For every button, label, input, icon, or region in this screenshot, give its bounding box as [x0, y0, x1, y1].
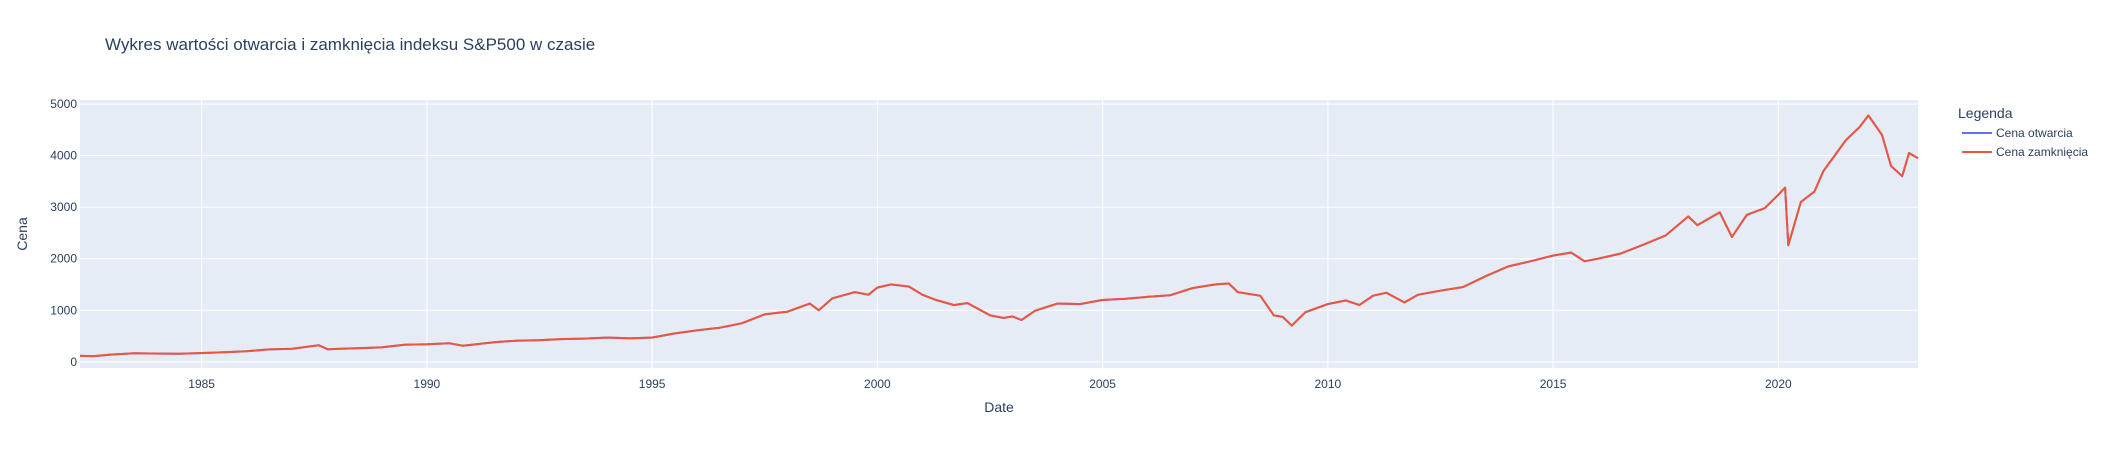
- plot-background: [80, 100, 1918, 368]
- series-line-close[interactable]: [79, 114, 1919, 358]
- x-tick-label: 1990: [414, 377, 441, 391]
- chart-title: Wykres wartości otwarcia i zamknięcia in…: [105, 35, 595, 54]
- y-tick-label: 3000: [50, 200, 77, 214]
- y-tick-label: 4000: [50, 149, 77, 163]
- y-tick-label: 0: [70, 355, 77, 369]
- x-axis-title: Date: [984, 399, 1014, 415]
- x-tick-label: 1995: [639, 377, 666, 391]
- x-tick-label: 2010: [1315, 377, 1342, 391]
- tick-labels: 1985 1990 1995 2000 2005 2010 2015 2020 0 1000 200…: [50, 97, 1792, 391]
- x-tick-label: 2015: [1540, 377, 1567, 391]
- x-tick-label: 2000: [864, 377, 891, 391]
- legend-item-open[interactable]: Cena otwarcia: [1962, 126, 2073, 140]
- y-tick-label: 5000: [50, 97, 77, 111]
- legend[interactable]: Legenda Cena otwarcia Cena zamknięcia: [1958, 105, 2088, 159]
- y-tick-label: 1000: [50, 303, 77, 317]
- gridlines: [80, 100, 1918, 368]
- y-axis-title: Cena: [14, 217, 30, 251]
- x-tick-label: 2005: [1089, 377, 1116, 391]
- legend-label-close: Cena zamknięcia: [1996, 145, 2088, 159]
- series-lines[interactable]: [79, 114, 1919, 358]
- legend-title: Legenda: [1958, 105, 2013, 121]
- legend-label-open: Cena otwarcia: [1996, 126, 2073, 140]
- x-tick-label: 2020: [1765, 377, 1792, 391]
- y-tick-label: 2000: [50, 252, 77, 266]
- x-tick-label: 1985: [188, 377, 215, 391]
- legend-item-close[interactable]: Cena zamknięcia: [1962, 145, 2088, 159]
